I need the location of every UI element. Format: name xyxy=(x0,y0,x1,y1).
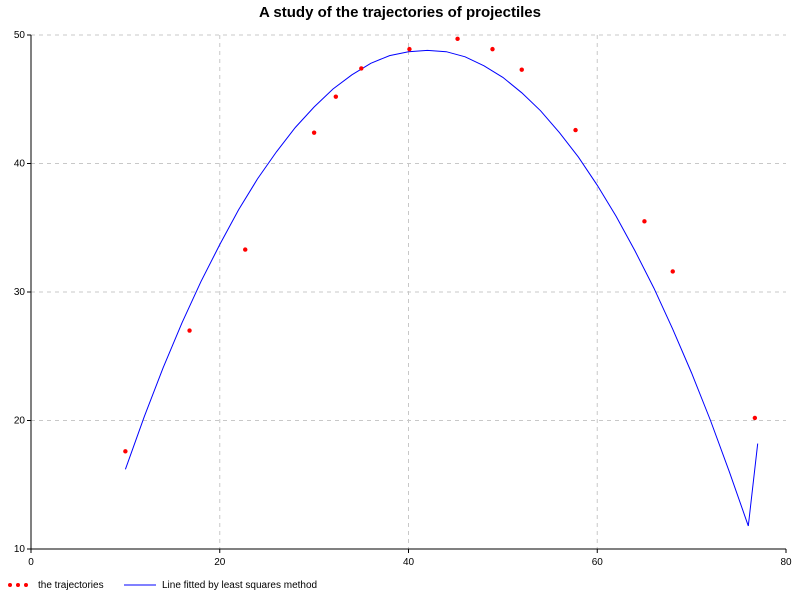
data-point xyxy=(752,415,758,421)
x-tick-label: 80 xyxy=(780,557,792,568)
y-tick-label: 10 xyxy=(14,544,26,555)
data-point xyxy=(670,269,675,274)
legend-item-fitted-line: Line fitted by least squares method xyxy=(122,577,317,593)
y-tick-label: 50 xyxy=(14,30,26,41)
y-tick-label: 40 xyxy=(14,159,26,170)
data-point xyxy=(243,247,248,252)
legend-item-trajectories: the trajectories xyxy=(6,577,104,593)
fitted-line xyxy=(124,49,759,527)
data-point xyxy=(311,130,317,135)
data-point xyxy=(490,46,495,52)
data-point xyxy=(187,328,192,333)
data-point xyxy=(455,36,460,42)
x-tick-label: 40 xyxy=(403,557,415,568)
data-point xyxy=(407,46,412,52)
x-tick-label: 20 xyxy=(214,557,226,568)
legend-marker-line xyxy=(124,584,156,586)
data-point xyxy=(642,219,647,224)
data-point xyxy=(359,66,364,71)
y-tick-label: 30 xyxy=(14,287,26,298)
x-tick-label: 0 xyxy=(28,557,34,568)
data-point xyxy=(333,94,339,99)
legend: the trajectories Line fitted by least sq… xyxy=(0,577,800,593)
legend-marker-dots xyxy=(8,583,28,587)
legend-label-trajectories: the trajectories xyxy=(38,579,104,591)
data-point xyxy=(123,449,128,454)
data-point xyxy=(573,127,578,133)
data-point xyxy=(519,67,524,72)
chart-title: A study of the trajectories of projectil… xyxy=(258,4,541,21)
legend-label-fitted-line: Line fitted by least squares method xyxy=(162,579,318,591)
x-tick-label: 60 xyxy=(592,557,604,568)
y-tick-label: 20 xyxy=(14,416,26,427)
